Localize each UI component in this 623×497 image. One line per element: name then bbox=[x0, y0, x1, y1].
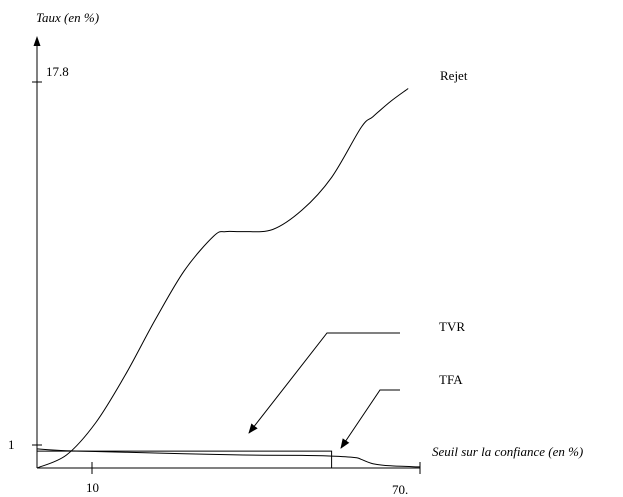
x-tick-label-70: 70. bbox=[392, 482, 408, 497]
x-axis-label: Seuil sur la confiance (en %) bbox=[432, 444, 583, 459]
x-tick-label-10: 10 bbox=[86, 480, 99, 495]
tvr-line bbox=[36, 448, 421, 468]
tvr-arrow bbox=[248, 332, 400, 434]
y-axis-arrow bbox=[33, 36, 41, 46]
y-axis-label: Taux (en %) bbox=[36, 10, 99, 25]
tvr-label: TVR bbox=[439, 319, 465, 334]
rejet-line bbox=[36, 88, 409, 469]
tfa-line bbox=[37, 450, 420, 469]
tfa-arrow bbox=[340, 389, 400, 449]
tfa-label: TFA bbox=[439, 372, 463, 387]
rejet-label: Rejet bbox=[440, 68, 468, 83]
y-tick-label-1: 1 bbox=[8, 437, 15, 452]
y-tick-label-17.8: 17.8 bbox=[46, 64, 69, 79]
